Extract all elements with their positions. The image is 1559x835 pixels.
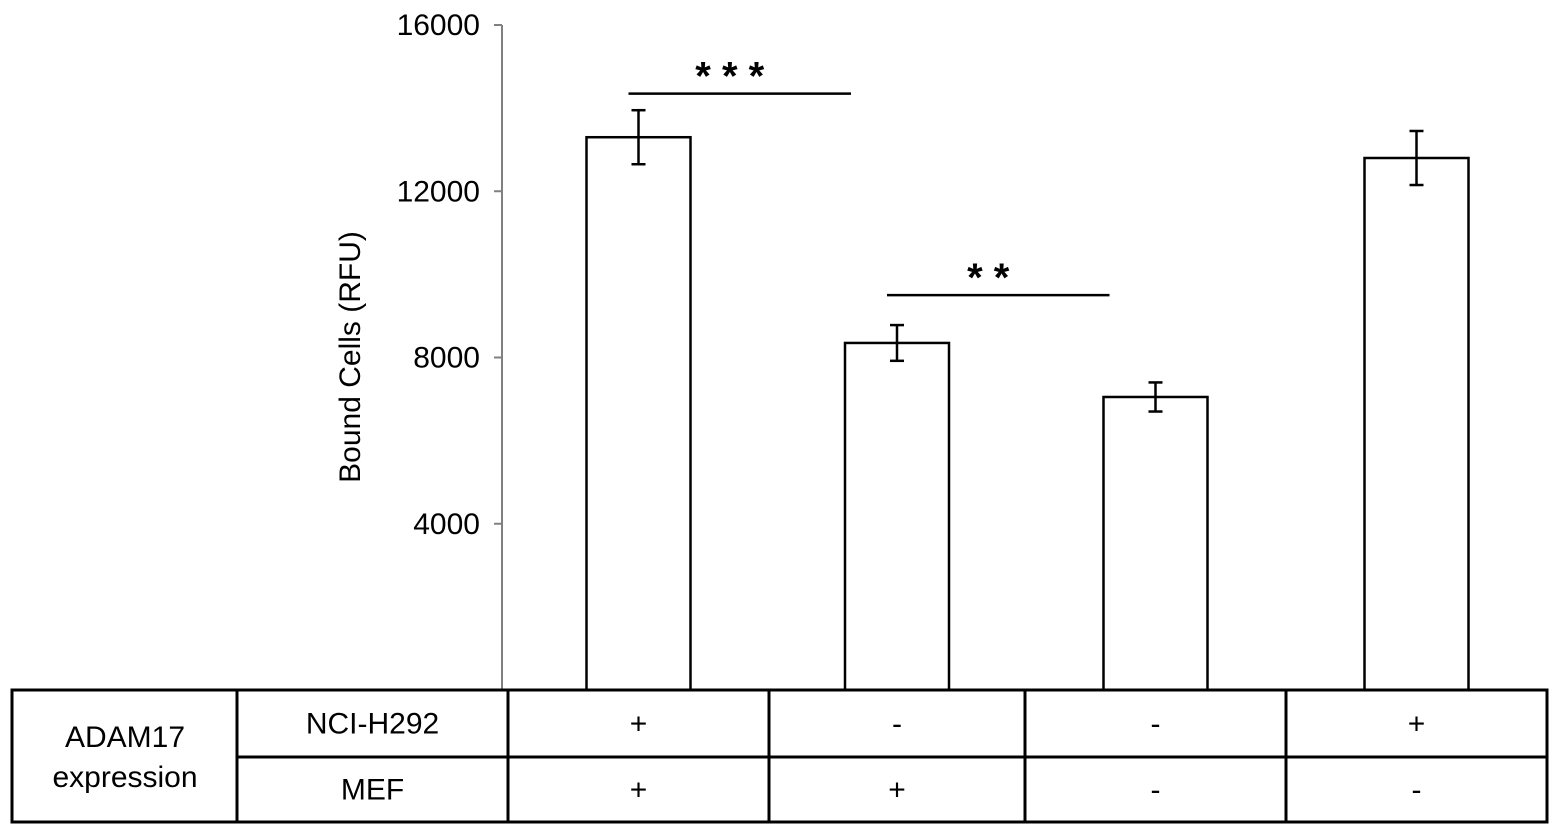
y-tick-label-4000: 4000 <box>413 508 480 541</box>
bar-1 <box>585 135 692 692</box>
table-cell-2-1: + <box>630 774 648 807</box>
table-cell-1-4: + <box>1408 708 1426 741</box>
error-bars <box>631 108 1424 413</box>
bars <box>585 135 1470 692</box>
y-tick-label-12000: 12000 <box>397 175 480 208</box>
table-cell-2-3: - <box>1151 774 1161 807</box>
y-axis-title: Bound Cells (RFU) <box>334 231 367 483</box>
bar-2 <box>843 341 951 692</box>
table-cell-2-4: - <box>1412 774 1422 807</box>
bar-3 <box>1102 395 1209 692</box>
y-tick-label-8000: 8000 <box>413 342 480 375</box>
y-tick-label-16000: 16000 <box>397 9 480 42</box>
table-cell-2-2: + <box>888 774 906 807</box>
table-cell-1-3: - <box>1151 708 1161 741</box>
table-header-line-1: ADAM17 <box>65 721 185 754</box>
table-cell-1-1: + <box>630 708 648 741</box>
table-row-label-2: MEF <box>341 774 404 807</box>
table-header-line-2: expression <box>52 761 197 794</box>
significance-label-2: * * <box>967 256 1010 300</box>
bar-4 <box>1363 156 1470 692</box>
table-cell-1-2: - <box>892 708 902 741</box>
y-axis: 4000 8000 12000 16000 <box>397 9 503 690</box>
significance-annotations: * * * * * <box>628 55 1110 300</box>
significance-label-1: * * * <box>695 55 764 99</box>
condition-table: ADAM17 expression NCI-H292 + - - + MEF + + - - <box>10 688 1549 824</box>
table-row-label-1: NCI-H292 <box>306 708 439 741</box>
